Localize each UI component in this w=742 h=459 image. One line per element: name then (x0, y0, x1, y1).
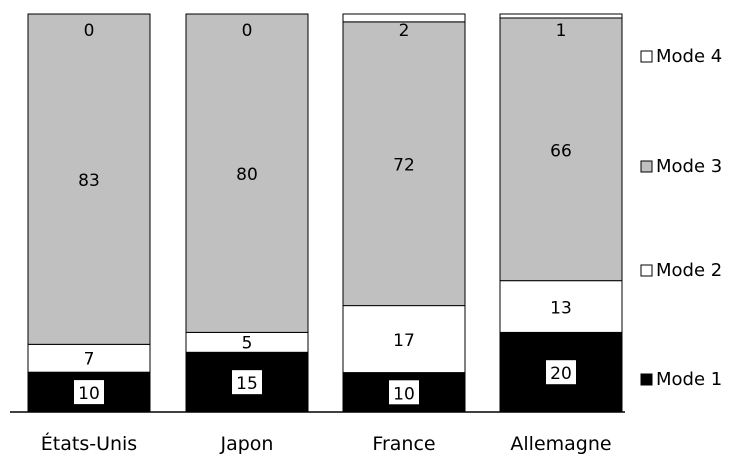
segment-value-label: 7 (84, 349, 95, 369)
segment-value-label: 10 (78, 384, 100, 404)
legend-swatch (640, 373, 653, 386)
legend-swatch (640, 50, 653, 63)
segment-value-label: 0 (84, 21, 95, 41)
segment-value-label: 66 (550, 141, 572, 161)
bar-segment (342, 21, 466, 307)
category-label: États-Unis (41, 432, 137, 455)
legend: Mode 4 Mode 3 Mode 2 Mode 1 (640, 46, 722, 390)
bar-segment (342, 305, 466, 374)
segment-value-label: 10 (393, 384, 415, 404)
segment-value-label: 72 (393, 156, 415, 176)
segment-value-label: 83 (78, 171, 100, 191)
segment-value-label: 5 (242, 333, 253, 353)
segment-value-label: 20 (550, 364, 572, 384)
legend-swatch (640, 264, 653, 277)
legend-label: Mode 2 (656, 260, 722, 281)
segment-label-bg (546, 360, 576, 385)
bars (27, 13, 623, 413)
legend-label: Mode 4 (656, 46, 722, 67)
bar-segment (342, 13, 466, 23)
category-labels: États-Unis Japon France Allemagne (41, 432, 612, 455)
segment-value-label: 15 (236, 374, 258, 394)
segment-value-label: 2 (399, 21, 410, 41)
bar-segment (499, 13, 623, 19)
segment-label-bg (389, 380, 419, 405)
legend-label: Mode 1 (656, 369, 722, 390)
category-label: Japon (220, 433, 274, 455)
bar-segment (185, 13, 309, 333)
legend-swatch (640, 160, 653, 173)
segment-value-label: 0 (242, 21, 253, 41)
segment-value-label: 80 (236, 165, 258, 185)
bar-segment (499, 17, 623, 282)
segment-label-bg (74, 380, 104, 405)
category-label: France (372, 433, 435, 455)
segment-value-label: 17 (393, 331, 415, 351)
legend-label: Mode 3 (656, 156, 722, 177)
bar-segment (27, 343, 151, 373)
bar-segment (499, 280, 623, 333)
category-label: Allemagne (510, 433, 611, 455)
segment-value-label: 1 (556, 21, 567, 41)
segment-value-label: 13 (550, 299, 572, 319)
segment-label-bg (232, 370, 262, 395)
segment-labels: 10 7 83 0 15 5 80 0 10 17 72 2 20 13 66 1 (74, 21, 576, 405)
